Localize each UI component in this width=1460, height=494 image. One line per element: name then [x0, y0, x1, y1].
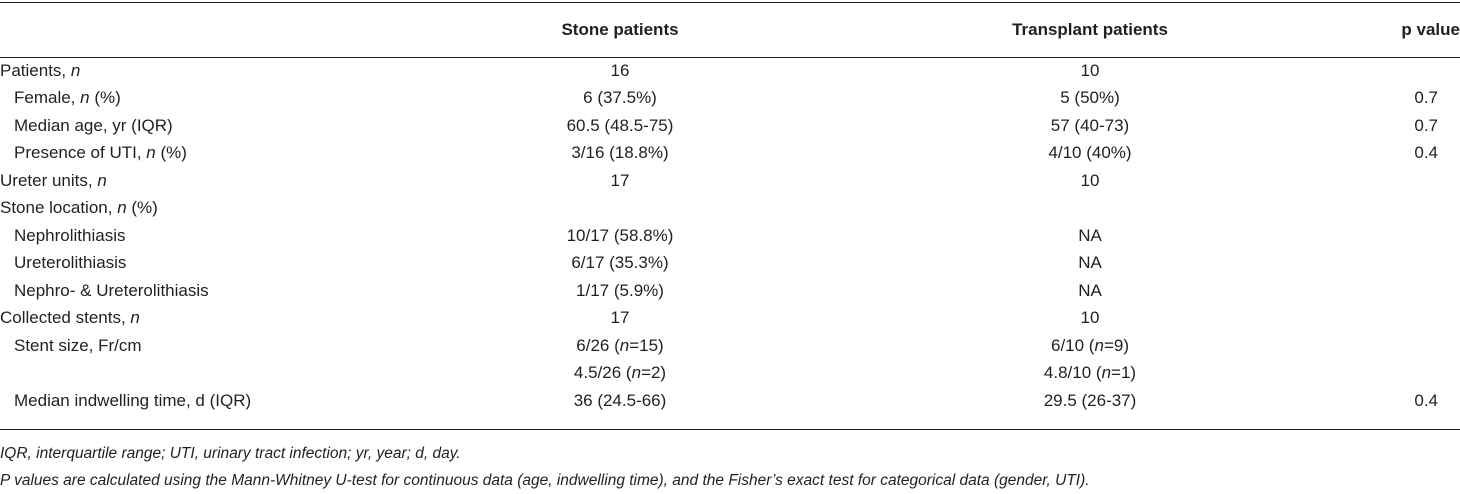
data-table: Stone patients Transplant patients p val…: [0, 3, 1460, 415]
table-row: Patients, n 16 10: [0, 57, 1460, 85]
stone-patients-value: 6/26 (n=15): [576, 335, 664, 355]
header-label-column: [0, 3, 420, 57]
table-row: Female, n (%) 6 (37.5%) 5 (50%) 0.7: [0, 85, 1460, 113]
p-value: [1360, 305, 1460, 333]
transplant-patients-value: 10: [1080, 60, 1100, 80]
row-label: Median age, yr (IQR): [14, 115, 173, 135]
transplant-patients-value: 10: [1080, 170, 1100, 190]
transplant-patients-value: 10: [1080, 308, 1100, 328]
transplant-patients-value: NA: [1078, 225, 1102, 245]
p-value: [1360, 167, 1460, 195]
transplant-patients-value: NA: [1078, 280, 1102, 300]
p-value: [1360, 195, 1460, 223]
stone-patients-value: 10/17 (58.8%): [566, 225, 674, 245]
transplant-patients-value: 57 (40-73): [1050, 115, 1130, 135]
stone-patients-value: 16: [610, 60, 630, 80]
row-label: Stone location, n (%): [0, 198, 158, 218]
footnote-pvalues: P values are calculated using the Mann-W…: [0, 472, 1090, 489]
table-header-rule: [0, 57, 1460, 58]
table-row: Nephro- & Ureterolithiasis 1/17 (5.9%) NA: [0, 277, 1460, 305]
header-transplant-patients: Transplant patients: [1012, 20, 1168, 39]
stone-patients-value: 6 (37.5%): [583, 88, 657, 108]
transplant-patients-value: 29.5 (26-37): [1043, 390, 1137, 410]
p-value: [1360, 360, 1460, 388]
transplant-patients-value: 5 (50%): [1060, 88, 1120, 108]
transplant-patients-value: NA: [1078, 253, 1102, 273]
row-label: Median indwelling time, d (IQR): [14, 390, 252, 410]
transplant-patients-value: 4/10 (40%): [1048, 143, 1132, 163]
stone-patients-value: 17: [610, 308, 630, 328]
table-row: Stent size, Fr/cm 6/26 (n=15) 6/10 (n=9): [0, 332, 1460, 360]
table-bottom-rule: [0, 429, 1460, 430]
row-label: Presence of UTI, n (%): [14, 143, 187, 163]
transplant-patients-value: [820, 195, 1360, 223]
footnote-abbreviations: IQR, interquartile range; UTI, urinary t…: [0, 445, 461, 462]
header-p-value: p value: [1401, 20, 1460, 39]
table-row: Collected stents, n 17 10: [0, 305, 1460, 333]
header-row: Stone patients Transplant patients p val…: [0, 3, 1460, 57]
table-row: Ureterolithiasis 6/17 (35.3%) NA: [0, 250, 1460, 278]
p-value: [1360, 57, 1460, 85]
table-row: Stone location, n (%): [0, 195, 1460, 223]
p-value: 0.4: [1414, 143, 1438, 163]
transplant-patients-value: 4.8/10 (n=1): [1043, 363, 1137, 383]
row-label: Ureter units, n: [0, 170, 107, 190]
table-row: Ureter units, n 17 10: [0, 167, 1460, 195]
row-label: Ureterolithiasis: [14, 253, 127, 273]
table-footnotes: IQR, interquartile range; UTI, urinary t…: [0, 440, 1460, 494]
stone-patients-value: 1/17 (5.9%): [576, 280, 664, 300]
p-value: [1360, 222, 1460, 250]
row-label: Female, n (%): [14, 88, 121, 108]
stone-patients-value: 17: [610, 170, 630, 190]
row-label: Patients, n: [0, 60, 81, 80]
stone-patients-value: [420, 195, 820, 223]
header-stone-patients: Stone patients: [561, 20, 679, 39]
p-value: [1360, 332, 1460, 360]
table-body: Patients, n 16 10 Female, n (%) 6 (37.5%) 5 (…: [0, 57, 1460, 415]
row-label: Stent size, Fr/cm: [14, 335, 142, 355]
p-value: 0.4: [1414, 390, 1438, 410]
row-label: Nephro- & Ureterolithiasis: [14, 280, 209, 300]
p-value: 0.7: [1414, 88, 1438, 108]
table-row: 4.5/26 (n=2) 4.8/10 (n=1): [0, 360, 1460, 388]
table-row: Median age, yr (IQR) 60.5 (48.5-75) 57 (40…: [0, 112, 1460, 140]
row-label: [0, 360, 420, 388]
table-row: Median indwelling time, d (IQR) 36 (24.5-…: [0, 387, 1460, 415]
table-row: Presence of UTI, n (%) 3/16 (18.8%) 4/10 (…: [0, 140, 1460, 168]
p-value: 0.7: [1414, 115, 1438, 135]
p-value: [1360, 277, 1460, 305]
stone-patients-value: 4.5/26 (n=2): [573, 363, 667, 383]
stone-patients-value: 60.5 (48.5-75): [566, 115, 674, 135]
table-row: Nephrolithiasis 10/17 (58.8%) NA: [0, 222, 1460, 250]
table-top-rule: [0, 2, 1460, 3]
stone-patients-value: 36 (24.5-66): [573, 390, 667, 410]
row-label: Collected stents, n: [0, 308, 140, 328]
transplant-patients-value: 6/10 (n=9): [1051, 335, 1129, 355]
stone-patients-value: 6/17 (35.3%): [571, 253, 669, 273]
p-value: [1360, 250, 1460, 278]
stone-patients-value: 3/16 (18.8%): [571, 143, 669, 163]
row-label: Nephrolithiasis: [14, 225, 126, 245]
